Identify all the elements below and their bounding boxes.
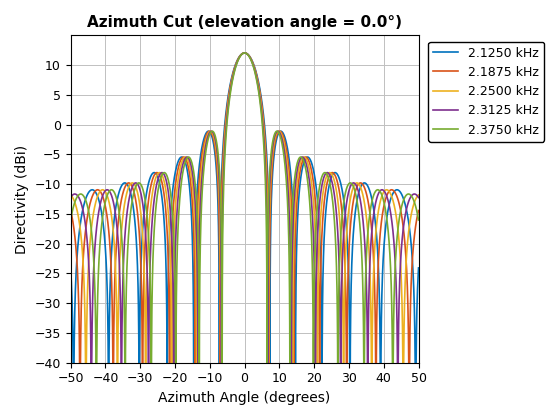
2.3750 kHz [67,218,74,223]
2.1875 kHz [327,171,334,176]
Line: 2.1875 kHz: 2.1875 kHz [71,53,418,420]
2.2500 kHz [130,181,137,186]
2.1875 kHz [353,185,360,190]
Line: 2.3125 kHz: 2.3125 kHz [71,53,418,420]
2.3750 kHz [353,197,360,202]
2.2500 kHz [327,170,334,175]
2.3125 kHz [293,168,300,173]
2.3125 kHz [276,130,283,135]
2.3750 kHz [200,169,207,174]
2.3125 kHz [353,184,360,189]
Line: 2.2500 kHz: 2.2500 kHz [71,53,418,420]
2.1875 kHz [200,142,207,147]
2.3750 kHz [130,190,137,195]
2.2500 kHz [67,192,74,197]
Line: 2.3750 kHz: 2.3750 kHz [71,53,418,420]
2.3125 kHz [327,174,334,179]
2.1875 kHz [67,208,74,213]
2.2500 kHz [276,129,283,134]
2.1250 kHz [67,265,74,270]
2.1250 kHz [415,265,422,270]
2.2500 kHz [241,50,248,55]
2.3125 kHz [130,181,137,186]
2.1875 kHz [293,197,300,202]
2.1875 kHz [241,50,248,55]
2.3125 kHz [67,195,74,200]
Line: 2.1250 kHz: 2.1250 kHz [71,53,418,420]
2.1250 kHz [200,137,207,142]
2.3750 kHz [241,50,248,55]
2.1250 kHz [241,50,248,55]
2.1250 kHz [327,178,334,183]
2.3750 kHz [327,183,334,188]
2.2500 kHz [293,180,300,185]
2.3125 kHz [241,50,248,55]
2.2500 kHz [200,149,207,154]
Title: Azimuth Cut (elevation angle = 0.0°): Azimuth Cut (elevation angle = 0.0°) [87,15,402,30]
2.3125 kHz [415,195,422,200]
2.2500 kHz [415,192,422,197]
2.3750 kHz [293,162,300,167]
2.3750 kHz [276,131,283,136]
2.1875 kHz [415,208,422,213]
2.3750 kHz [415,218,422,223]
Legend: 2.1250 kHz, 2.1875 kHz, 2.2500 kHz, 2.3125 kHz, 2.3750 kHz: 2.1250 kHz, 2.1875 kHz, 2.2500 kHz, 2.31… [428,42,544,142]
X-axis label: Azimuth Angle (degrees): Azimuth Angle (degrees) [158,391,331,405]
2.3125 kHz [200,158,207,163]
2.1250 kHz [353,199,360,204]
2.1250 kHz [276,129,283,134]
2.1875 kHz [276,129,283,134]
Y-axis label: Directivity (dBi): Directivity (dBi) [15,144,29,254]
2.2500 kHz [353,181,360,186]
2.1250 kHz [293,230,300,235]
2.1250 kHz [130,209,137,214]
2.1875 kHz [130,189,137,194]
